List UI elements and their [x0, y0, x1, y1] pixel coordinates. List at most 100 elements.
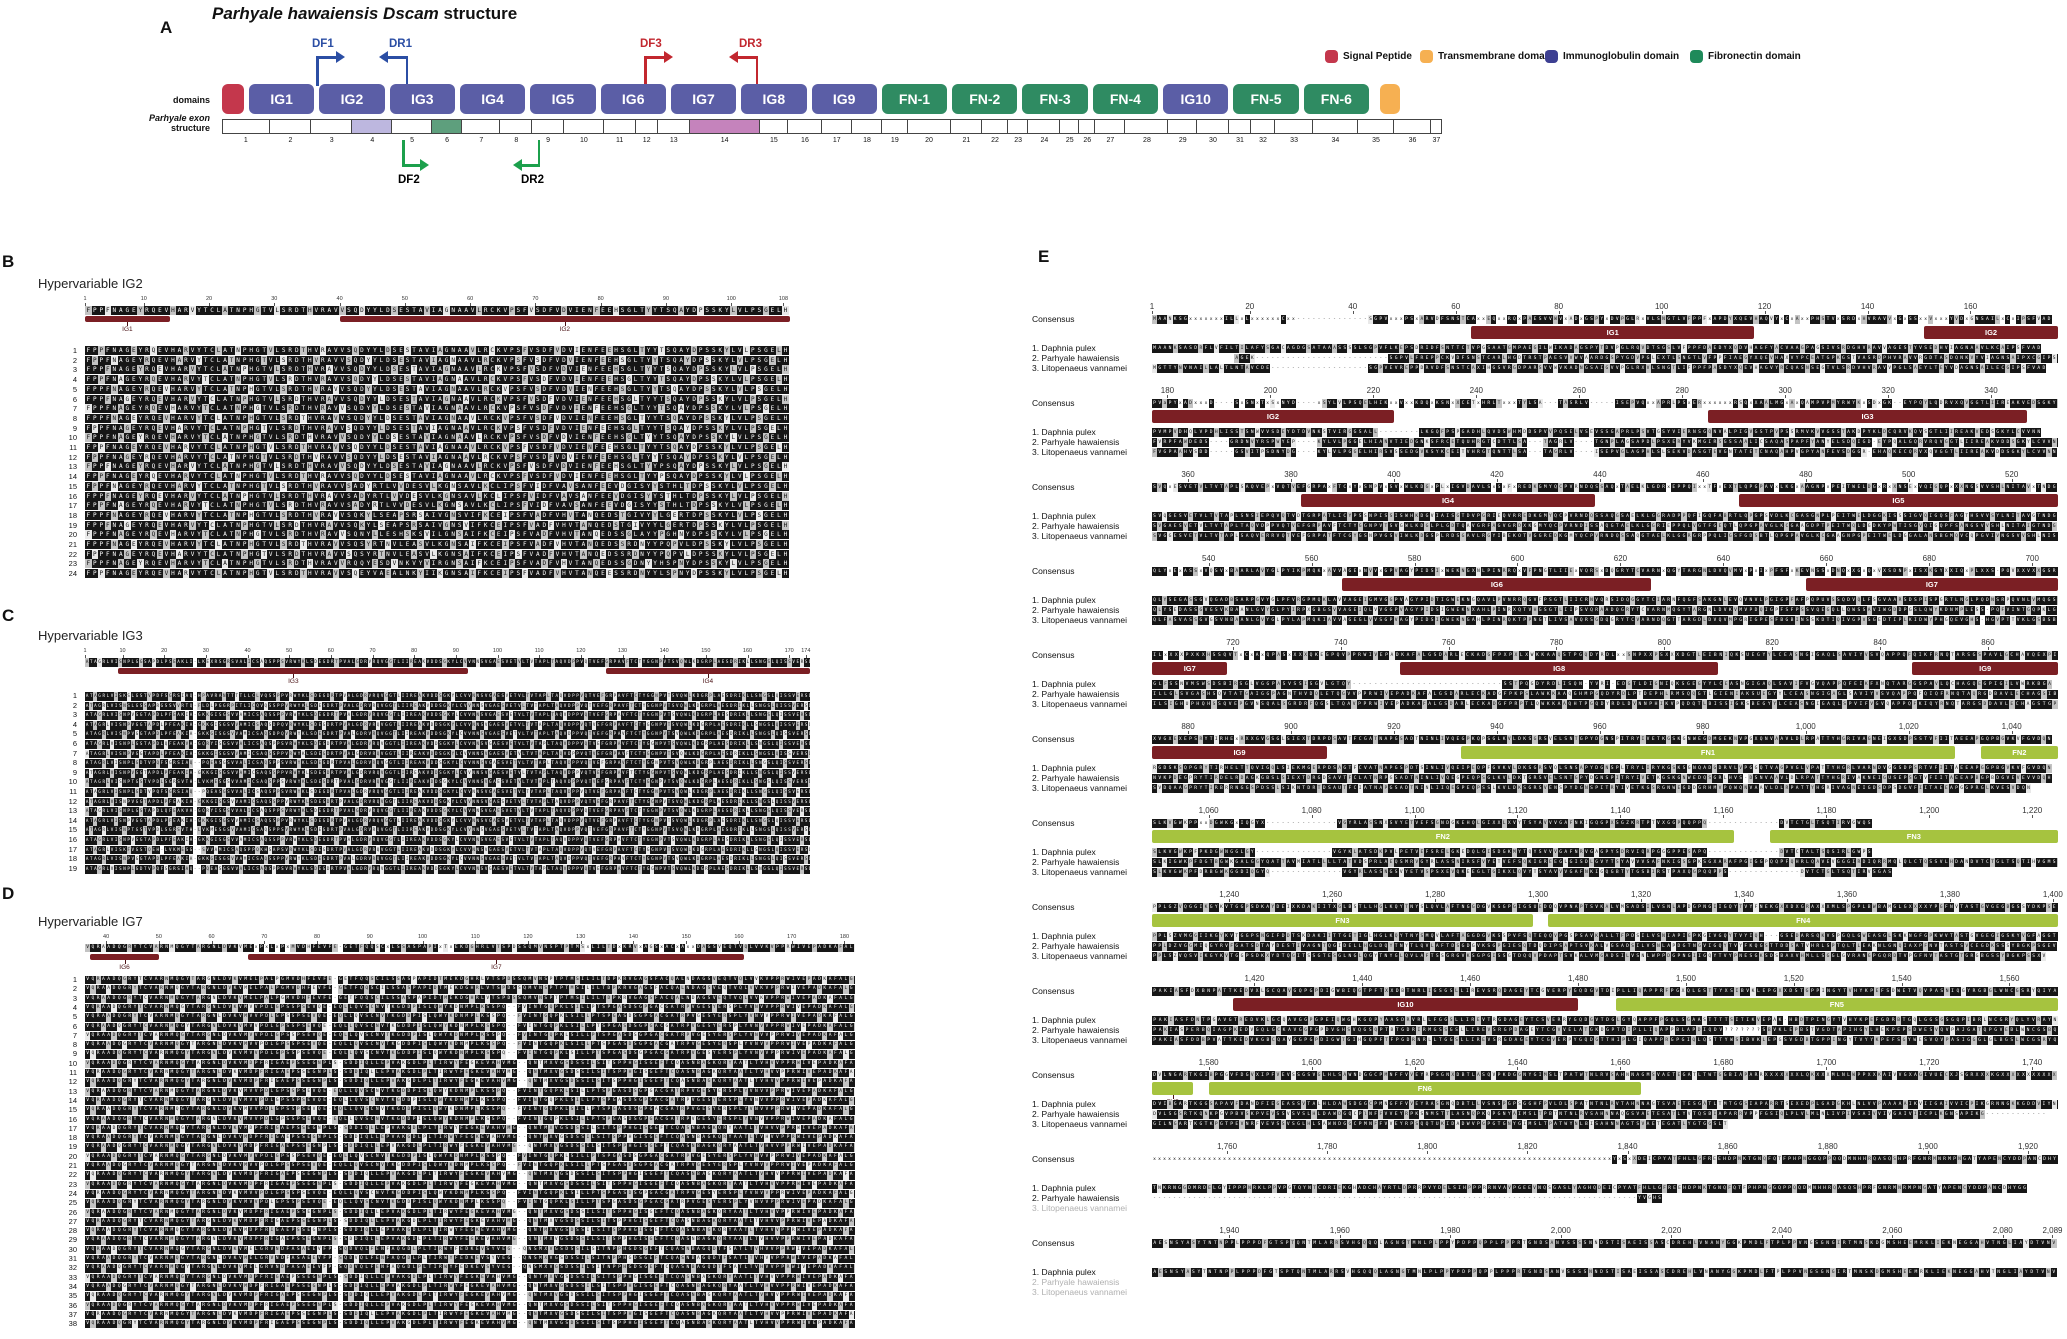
- ruler-tick-label: 108: [779, 296, 788, 302]
- ruler-tick-mark: [1227, 1151, 1229, 1154]
- domain-bar-IG10: IG10: [1232, 998, 1579, 1011]
- exon-number: 19: [882, 137, 907, 144]
- position-ruler: 1,940 1,960 1,980 2,000 2,020 2,040 2,060 2,080…: [1152, 1226, 2062, 1238]
- ruler-tick-mark: [1620, 815, 1622, 818]
- domain-bar-row: IG7 IG8 IG9: [1152, 662, 2058, 687]
- species-label: 1. Daphnia pulex: [1032, 1100, 1096, 1109]
- ruler-tick-mark: [1339, 1235, 1341, 1238]
- exon-number: 32: [1251, 137, 1275, 144]
- primer-label: DR3: [739, 38, 762, 50]
- row-number: 27: [47, 1217, 77, 1226]
- row-number: 19: [47, 1142, 77, 1151]
- ruler-tick-label: 1,740: [2022, 1058, 2042, 1067]
- row-number: 18: [47, 511, 77, 520]
- domain-bar-row: IG10 FN5: [1152, 998, 2058, 1023]
- ruler-tick-mark: [1888, 395, 1890, 398]
- row-number: 12: [47, 1077, 77, 1086]
- species-label: 2. Parhyale hawaiensis: [1032, 438, 1119, 447]
- ruler-tick-label: 1,720: [1919, 1058, 1939, 1067]
- ruler-tick-mark: [274, 302, 276, 306]
- ruler-tick-label: 40: [337, 296, 343, 302]
- domain-bar-label: IG10: [1233, 998, 1578, 1011]
- domain-bar-IG7: IG7: [1805, 578, 2058, 591]
- exon-cell: [431, 119, 463, 134]
- panel-b-letter: B: [2, 252, 14, 272]
- ruler-tick-label: 1,260: [1322, 890, 1342, 899]
- ruler-tick-label: 1,800: [1417, 1142, 1437, 1151]
- exon-number: 30: [1197, 137, 1229, 144]
- domain-box-IG5: IG5: [530, 84, 596, 114]
- primer-label: DF2: [398, 174, 420, 186]
- ruler-tick-mark: [1558, 311, 1560, 314]
- ruler-tick-label: 90: [453, 648, 459, 654]
- ruler-tick-label: 80: [314, 934, 320, 940]
- ruler-tick-label: 460: [1696, 470, 1709, 479]
- exon-number: 7: [462, 137, 500, 144]
- ruler-tick-label: 180: [840, 934, 849, 940]
- legend-label: Transmembrane domain: [1438, 51, 1554, 62]
- species-label: 3. Litopenaeus vannamei: [1032, 700, 1127, 709]
- row-number: 17: [47, 1124, 77, 1133]
- panel-c-letter: C: [2, 606, 14, 626]
- domain-box-FN-2: FN-2: [952, 84, 1018, 114]
- exon-9: 9: [532, 119, 564, 153]
- primer-arrow-DF1: DF1: [312, 38, 356, 88]
- ruler-tick-mark: [1455, 311, 1457, 314]
- domain-bar-label: FN3: [1152, 914, 1533, 927]
- row-number: 14: [47, 816, 77, 826]
- ruler-tick-mark: [1901, 983, 1903, 986]
- exon-number: 6: [432, 137, 462, 144]
- ruler-tick-label: 760: [1442, 638, 1455, 647]
- consensus-label: Consensus: [1032, 1239, 1075, 1248]
- row-number: 32: [47, 1263, 77, 1272]
- species-label: 2. Parhyale hawaiensis: [1032, 522, 1119, 531]
- ruler-tick-mark: [1671, 1235, 1673, 1238]
- ruler-tick-label: 420: [1490, 470, 1503, 479]
- exon-cell: [882, 119, 908, 134]
- ruler-tick-label: 1,880: [1818, 1142, 1838, 1151]
- ruler-tick-mark: [1826, 815, 1828, 818]
- ruler-tick-mark: [1970, 311, 1972, 314]
- domain-bar-label: IG4: [703, 678, 713, 685]
- domain-bar-IG4: IG4: [1301, 494, 1595, 507]
- exon-number: 3: [311, 137, 352, 144]
- ruler-tick-mark: [1188, 479, 1190, 482]
- domain-box-FN-6: FN-6: [1303, 84, 1369, 114]
- row-number: 17: [47, 501, 77, 510]
- ruler-tick-label: 720: [1226, 638, 1239, 647]
- species-label: 1. Daphnia pulex: [1032, 764, 1096, 773]
- domain-bar-IG4: [605, 668, 810, 674]
- row-number: 9: [47, 1049, 77, 1058]
- ruler-tick-label: 1,900: [1918, 1142, 1938, 1151]
- consensus-label: Consensus: [1032, 399, 1075, 408]
- domain-bar-tick: [707, 674, 709, 678]
- species-label: 1. Daphnia pulex: [1032, 428, 1096, 437]
- exon-number: 35: [1358, 137, 1395, 144]
- row-number: 13: [47, 1087, 77, 1096]
- exon-cell: [1028, 119, 1061, 134]
- ruler-tick-label: 80: [598, 296, 604, 302]
- ruler-tick-label: 820: [1765, 638, 1778, 647]
- ruler-tick-mark: [805, 654, 807, 658]
- ruler-tick-label: 260: [1573, 386, 1586, 395]
- ruler-tick-mark: [85, 302, 86, 306]
